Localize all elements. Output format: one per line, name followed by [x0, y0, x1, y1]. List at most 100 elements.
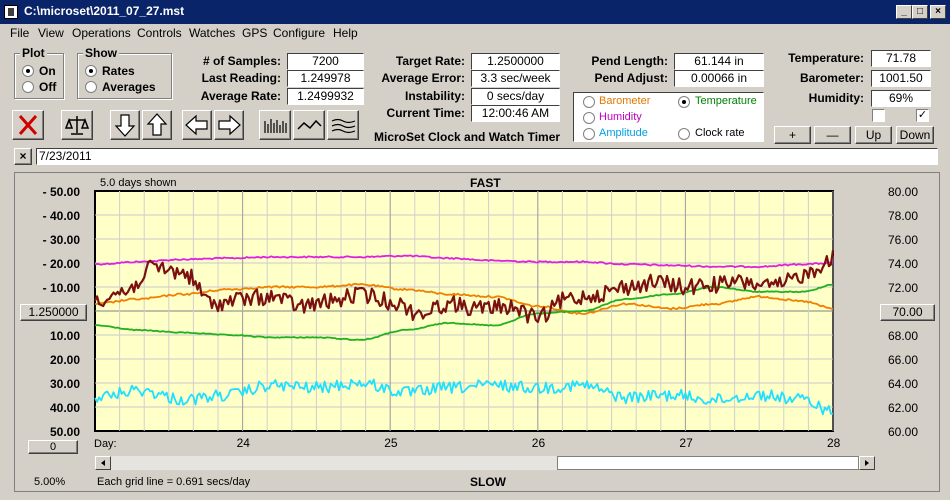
x-tick-label: 28	[827, 436, 841, 450]
left-tick-label: 10.00	[50, 329, 80, 343]
center-temp-button[interactable]: 70.00	[880, 304, 935, 321]
show-rates-radio[interactable]	[85, 65, 97, 77]
minimize-button[interactable]: _	[896, 5, 912, 19]
overlay-barometer-radio[interactable]	[583, 96, 595, 108]
scroll-thumb[interactable]	[557, 456, 859, 470]
menu-help[interactable]: Help	[333, 26, 358, 40]
overlay-humidity-radio[interactable]	[583, 112, 595, 124]
target-rate-label: Target Rate:	[395, 54, 465, 68]
series-line-clock-rate	[94, 249, 835, 324]
menu-configure[interactable]: Configure	[273, 26, 326, 40]
instability-value: 0 secs/day	[471, 88, 560, 105]
bar-graph-icon	[264, 119, 287, 133]
right-tick-label: 80.00	[888, 185, 918, 199]
clear-date-button[interactable]: ×	[14, 148, 32, 165]
average-rate-value: 1.2499932	[287, 88, 364, 105]
wave-view-button[interactable]	[327, 110, 359, 140]
show-averages-radio[interactable]	[85, 81, 97, 93]
scale-up-button[interactable]: Up	[855, 126, 892, 144]
overlay-temperature-radio[interactable]	[678, 96, 690, 108]
left-tick-label: 30.00	[50, 377, 80, 391]
pend-length-value: 61.144 in	[674, 53, 764, 70]
scale-down-button[interactable]: Down	[896, 126, 934, 144]
overlay-clock-rate-label: Clock rate	[695, 127, 745, 139]
option-checkbox-2[interactable]: ✓	[916, 109, 929, 122]
close-window-button[interactable]: ×	[930, 5, 946, 19]
right-tick-label: 68.00	[888, 329, 918, 343]
title-bar: C:\microset\2011_07_27.mst _ □ ×	[0, 0, 950, 24]
left-tick-label: - 10.00	[43, 281, 81, 295]
chart-panel	[14, 172, 940, 492]
plot-off-radio[interactable]	[22, 81, 34, 93]
line-graph-icon	[297, 119, 322, 130]
plot-off-label: Off	[39, 80, 57, 94]
x-tick-label: 26	[532, 436, 546, 450]
balance-scale-icon	[64, 116, 90, 135]
plot-group-title: Plot	[20, 46, 47, 60]
show-averages-label: Averages	[102, 80, 156, 94]
zero-offset-button[interactable]: 0	[28, 440, 78, 454]
date-input[interactable]: 7/23/2011	[36, 148, 938, 165]
product-name: MicroSet Clock and Watch Timer	[374, 130, 561, 144]
scroll-right-button[interactable]	[859, 456, 875, 470]
target-rate-value: 1.2500000	[471, 53, 560, 70]
stop-button[interactable]	[12, 110, 44, 140]
menu-view[interactable]: View	[38, 26, 64, 40]
right-tick-label: 64.00	[888, 377, 918, 391]
show-rates-label: Rates	[102, 64, 135, 78]
triangle-right-icon	[865, 460, 869, 466]
scroll-left-button[interactable]	[95, 456, 111, 470]
right-tick-label: 74.00	[888, 257, 918, 271]
overlay-humidity-label: Humidity	[599, 111, 642, 123]
grid-note-label: Each grid line = 0.691 secs/day	[97, 476, 251, 488]
menu-gps[interactable]: GPS	[242, 26, 268, 40]
left-tick-label: 40.00	[50, 401, 80, 415]
average-error-value: 3.3 sec/week	[471, 70, 560, 87]
scale-percent-label: 5.00%	[34, 476, 66, 488]
last-reading-label: Last Reading:	[201, 71, 281, 85]
center-rate-button[interactable]: 1.250000	[20, 304, 87, 321]
plot-on-radio[interactable]	[22, 65, 34, 77]
arrow-down-button[interactable]	[110, 110, 140, 140]
pend-length-label: Pend Length:	[591, 54, 668, 68]
left-tick-label: 20.00	[50, 353, 80, 367]
bar-view-button[interactable]	[259, 110, 291, 140]
current-time-value: 12:00:46 AM	[471, 105, 560, 122]
red-x-icon	[18, 115, 38, 135]
series-line-humidity	[94, 254, 834, 269]
left-tick-label: 50.00	[50, 425, 80, 439]
show-group	[77, 53, 172, 99]
maximize-button[interactable]: □	[912, 5, 928, 19]
overlay-temperature-label: Temperature	[695, 95, 757, 107]
fast-label: FAST	[470, 176, 501, 190]
calibrate-button[interactable]	[61, 110, 93, 140]
arrow-down-icon	[114, 114, 136, 137]
samples-value: 7200	[287, 53, 364, 70]
x-tick-label: 24	[237, 436, 251, 450]
menu-watches[interactable]: Watches	[189, 26, 236, 40]
arrow-up-button[interactable]	[142, 110, 172, 140]
barometer-label: Barometer:	[799, 71, 864, 85]
left-tick-label: - 50.00	[43, 185, 81, 199]
menu-operations[interactable]: Operations	[72, 26, 131, 40]
overlay-clock-rate-radio[interactable]	[678, 128, 690, 140]
samples-label: # of Samples:	[202, 54, 281, 68]
option-checkbox-1[interactable]	[872, 109, 885, 122]
arrow-left-button[interactable]	[182, 110, 212, 140]
x-tick-label: 25	[384, 436, 398, 450]
line-view-button[interactable]	[293, 110, 325, 140]
chart-scrollbar[interactable]	[94, 455, 876, 471]
scale-plus-button[interactable]: +	[774, 126, 811, 144]
scale-minus-button[interactable]: —	[814, 126, 851, 144]
close-icon: ×	[19, 149, 27, 163]
overlay-amplitude-radio[interactable]	[583, 128, 595, 140]
arrow-right-button[interactable]	[214, 110, 244, 140]
app-icon	[4, 5, 18, 19]
pend-adjust-value: 0.00066 in	[674, 70, 764, 87]
series-line-amplitude	[94, 378, 834, 416]
menu-file[interactable]: File	[10, 26, 30, 40]
menu-controls[interactable]: Controls	[137, 26, 182, 40]
arrow-right-icon	[218, 114, 241, 136]
right-tick-label: 62.00	[888, 401, 918, 415]
